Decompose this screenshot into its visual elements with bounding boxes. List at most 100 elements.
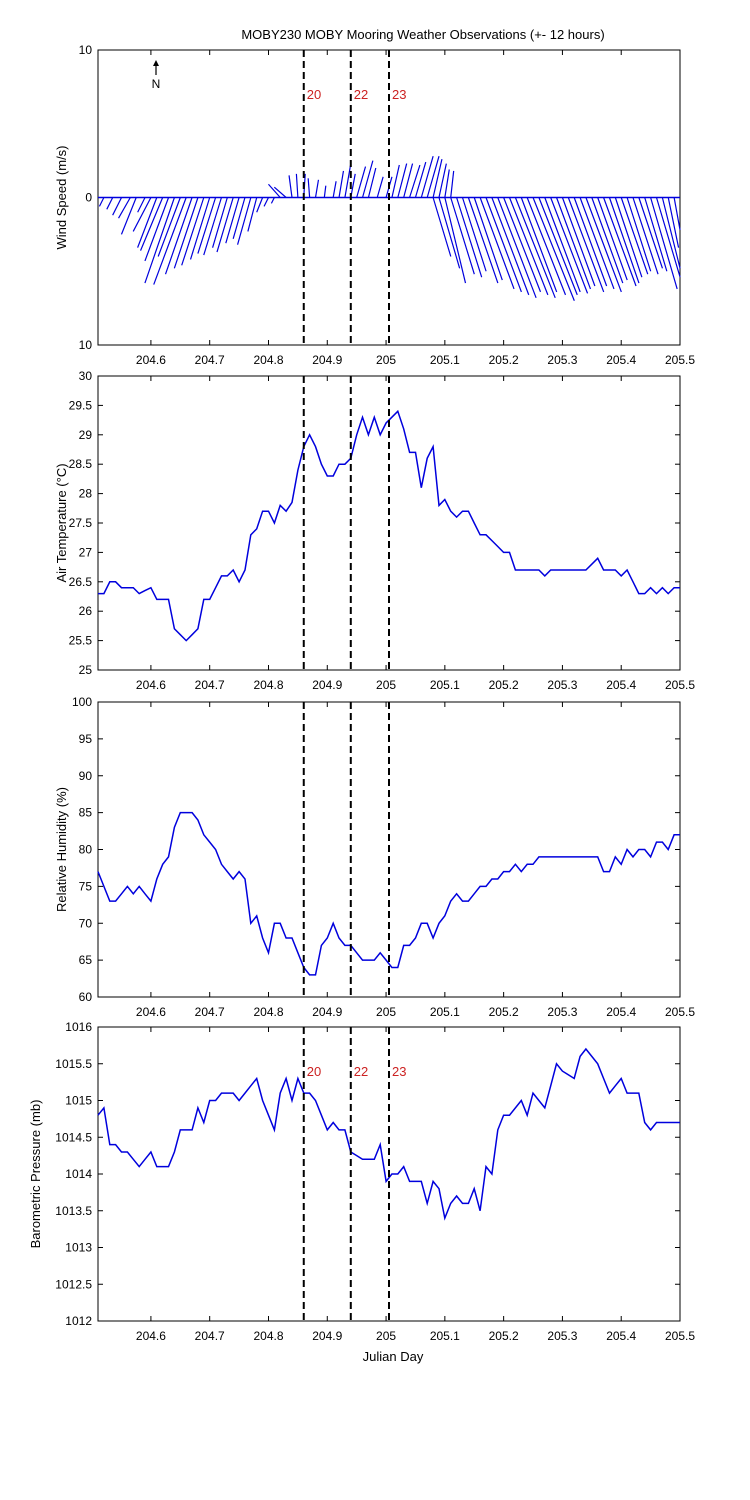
wind-stick	[153, 197, 187, 285]
wind-stick	[667, 197, 680, 248]
wind-stick	[295, 173, 299, 198]
wind-stick	[456, 197, 483, 278]
wind-stick	[573, 197, 608, 287]
wind-stick	[603, 197, 637, 287]
wind-stick	[307, 178, 311, 198]
wind-stick	[438, 163, 447, 198]
wind-stick	[397, 163, 408, 198]
x-tick-label: 204.7	[195, 1329, 225, 1343]
x-tick-label: 205.3	[547, 353, 577, 367]
wind-stick	[356, 166, 367, 198]
x-tick-label: 205.5	[665, 678, 695, 692]
time-marker-label: 20	[307, 1064, 321, 1079]
wind-stick	[189, 197, 211, 260]
series-line	[97, 1047, 680, 1221]
x-tick-label: 204.6	[136, 1005, 166, 1019]
wind-stick	[414, 161, 427, 198]
wind-stick	[212, 197, 228, 248]
wind-stick	[98, 197, 105, 207]
y-tick-label: 28.5	[69, 457, 93, 471]
x-tick-label: 204.9	[312, 353, 342, 367]
time-marker-label: 23	[392, 1064, 406, 1079]
wind-stick	[614, 197, 643, 278]
y-tick-label: 10	[79, 43, 93, 57]
wind-stick	[561, 197, 596, 287]
y-tick-label: 100	[72, 695, 92, 709]
wind-stick	[144, 197, 170, 262]
y-tick-label: 29.5	[69, 398, 93, 412]
wind-stick	[497, 197, 537, 299]
x-tick-label: 204.8	[253, 1329, 283, 1343]
wind-stick	[273, 186, 287, 198]
wind-stick	[597, 197, 628, 281]
x-tick-label: 205.3	[547, 678, 577, 692]
x-tick-label: 204.7	[195, 1005, 225, 1019]
y-tick-label: 1013.5	[55, 1204, 92, 1218]
x-tick-label: 205.3	[547, 1005, 577, 1019]
y-tick-label: 25.5	[69, 634, 93, 648]
wind-stick	[632, 197, 659, 275]
y-tick-label: 0	[85, 191, 92, 205]
y-tick-label: 1016	[65, 1020, 92, 1034]
wind-stick	[608, 197, 640, 284]
wind-stick	[344, 163, 352, 198]
wind-stick	[197, 197, 217, 254]
y-tick-label: 1013	[65, 1241, 92, 1255]
x-tick-label: 205.2	[489, 1329, 519, 1343]
wind-stick	[263, 197, 270, 207]
y-tick-label: 60	[79, 990, 93, 1004]
wind-stick	[216, 197, 234, 253]
wind-stick	[361, 160, 374, 198]
y-tick-label: 30	[79, 369, 93, 383]
wind-stick	[520, 197, 558, 293]
x-tick-label: 204.7	[195, 678, 225, 692]
x-tick-label: 204.8	[253, 353, 283, 367]
wind-stick	[532, 197, 575, 301]
wind-stick	[567, 197, 605, 293]
wind-stick	[420, 156, 434, 198]
wind-stick	[232, 197, 246, 239]
x-tick-label: 204.7	[195, 353, 225, 367]
wind-stick	[444, 197, 467, 284]
y-tick-label: 75	[79, 879, 93, 893]
x-tick-label: 205.1	[430, 678, 460, 692]
x-tick-label: 204.6	[136, 353, 166, 367]
x-tick-label: 205.4	[606, 1329, 636, 1343]
x-tick-label: 204.9	[312, 678, 342, 692]
wind-stick	[579, 197, 615, 290]
x-tick-label: 204.6	[136, 678, 166, 692]
wind-stick	[432, 197, 452, 257]
y-tick-label: 90	[79, 769, 93, 783]
wind-stick	[426, 156, 440, 198]
x-tick-label: 204.9	[312, 1329, 342, 1343]
panel-1: 10 0 10 204.6 204.7 204.8 204.9 205 205.1 205.2 20…	[54, 43, 695, 367]
x-tick-label: 205	[376, 678, 396, 692]
wind-stick	[467, 197, 499, 284]
wind-stick	[376, 176, 384, 198]
wind-stick	[526, 197, 567, 296]
x-tick-label: 205.4	[606, 678, 636, 692]
x-axis-label: Julian Day	[363, 1349, 424, 1364]
x-tick-label: 205.3	[547, 1329, 577, 1343]
y-tick-label: 85	[79, 806, 93, 820]
wind-stick	[181, 197, 205, 266]
y-tick-label: 25	[79, 663, 93, 677]
wind-stick	[661, 197, 681, 269]
x-tick-label: 204.8	[253, 1005, 283, 1019]
wind-stick	[139, 197, 164, 251]
wind-stick	[132, 197, 152, 232]
y-tick-label: 26.5	[69, 575, 93, 589]
x-tick-label: 205.1	[430, 353, 460, 367]
wind-stick	[137, 197, 158, 248]
y-tick-label: 70	[79, 916, 93, 930]
wind-stick	[620, 197, 649, 275]
north-arrowhead-icon	[153, 60, 159, 66]
wind-stick	[550, 197, 589, 294]
y-tick-label: 1014.5	[55, 1130, 92, 1144]
wind-stick	[173, 197, 199, 269]
x-tick-label: 205.2	[489, 678, 519, 692]
wind-stick	[332, 181, 337, 198]
x-tick-label: 204.8	[253, 678, 283, 692]
x-tick-label: 205.2	[489, 1005, 519, 1019]
